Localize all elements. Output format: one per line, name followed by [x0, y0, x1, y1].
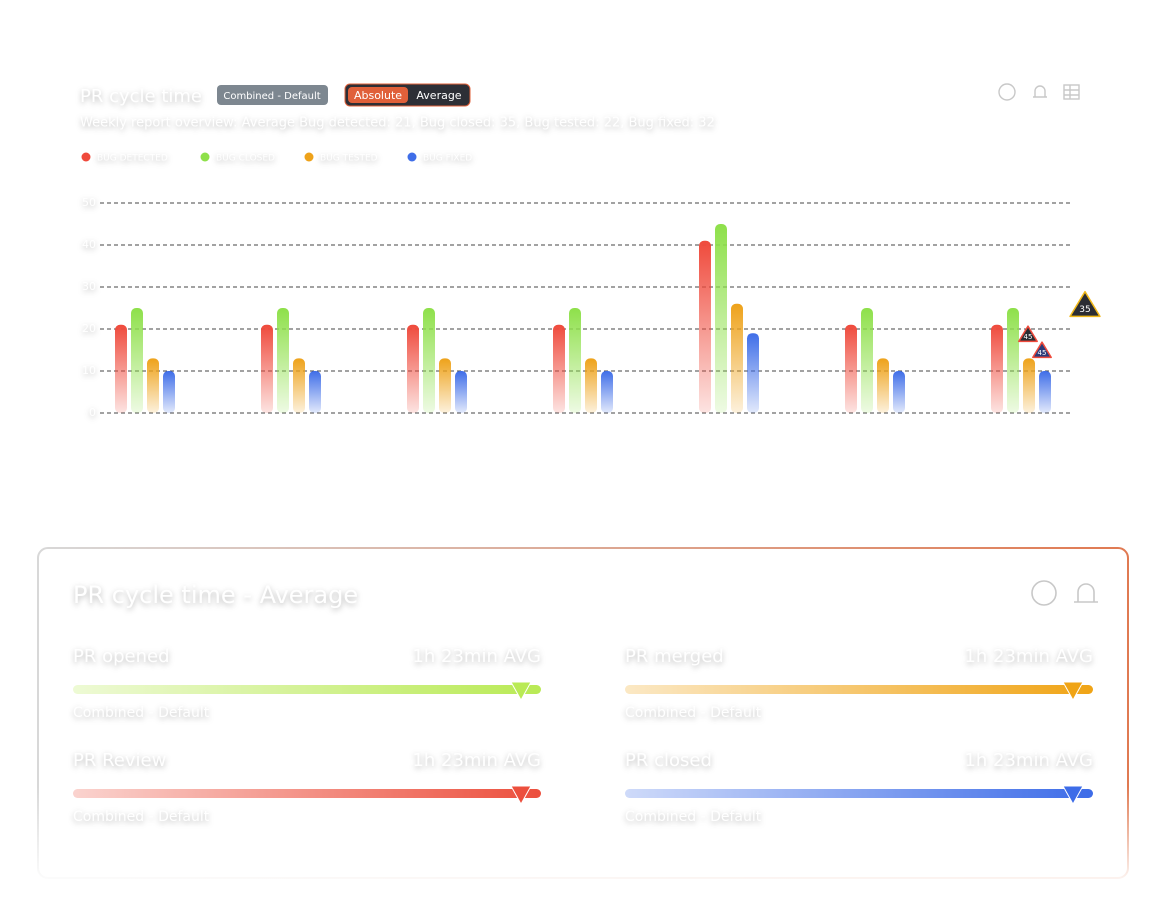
bar [699, 240, 711, 413]
metric-value: 1h 23min AVG [964, 646, 1093, 667]
y-tick-label: 30 [82, 280, 96, 293]
bar [293, 358, 305, 413]
metric-filter: Combined - Default [73, 809, 210, 825]
metric-name: PR closed [625, 750, 712, 771]
annotation-label: 45 [1024, 333, 1033, 341]
legend-swatch [304, 152, 314, 162]
slider-handle[interactable] [1062, 785, 1084, 806]
bar [731, 303, 743, 413]
bar [277, 308, 289, 413]
metric-value: 1h 23min AVG [412, 750, 541, 771]
legend-swatch [407, 152, 417, 162]
slider-track [73, 789, 541, 798]
annotation-badge [1032, 341, 1052, 359]
legend-label: BUG FIXED [423, 154, 472, 164]
legend-label: BUG CLOSED [216, 154, 275, 164]
metric-filter: Combined - Default [625, 809, 762, 825]
subtitle: Weekly report overview: Average Bug dete… [80, 116, 715, 131]
bar [715, 224, 727, 413]
bar [439, 358, 451, 413]
annotation-label: 35 [1079, 305, 1090, 315]
bar [845, 324, 857, 413]
toggle-option: Absolute [354, 89, 402, 102]
legend-swatch [81, 152, 91, 162]
table-icon[interactable] [1063, 84, 1080, 100]
bar [877, 358, 889, 413]
bell-icon[interactable] [1033, 85, 1047, 98]
bar [423, 308, 435, 413]
annotation-badge [1018, 325, 1038, 343]
annotation-badge [1069, 290, 1101, 318]
metric-filter: Combined - Default [73, 705, 210, 721]
legend-label: BUG DETECTED [97, 154, 168, 164]
slider-handle[interactable] [510, 785, 532, 806]
bar [553, 324, 565, 413]
metric-filter: Combined - Default [625, 705, 762, 721]
metric-value: 1h 23min AVG [412, 646, 541, 667]
bell-icon[interactable] [1074, 583, 1098, 603]
filter-label: Combined - Default [223, 91, 320, 102]
bar [147, 358, 159, 413]
toggle-option[interactable]: Average [416, 89, 461, 102]
info-icon[interactable] [1031, 580, 1057, 606]
filter-button[interactable] [217, 85, 328, 105]
slider-track [625, 685, 1093, 694]
bar [455, 371, 467, 413]
bar [569, 308, 581, 413]
metric-name: PR merged [625, 646, 724, 667]
bar [261, 324, 273, 413]
legend-label: BUG TESTED [320, 154, 378, 164]
metric-value: 1h 23min AVG [964, 750, 1093, 771]
bar [115, 324, 127, 413]
slider-handle[interactable] [1062, 681, 1084, 702]
bar [1039, 371, 1051, 413]
slider-track [625, 789, 1093, 798]
bar [309, 371, 321, 413]
bar [861, 308, 873, 413]
y-tick-label: 50 [82, 196, 96, 209]
info-icon[interactable] [998, 83, 1016, 101]
y-tick-label: 40 [82, 238, 96, 251]
toggle-active[interactable] [348, 87, 408, 103]
bar [893, 371, 905, 413]
bar [601, 371, 613, 413]
chart-title: PR cycle time [80, 86, 202, 107]
y-tick-label: 0 [89, 406, 96, 419]
bar [131, 308, 143, 413]
bar [991, 324, 1003, 413]
bar [1007, 308, 1019, 413]
annotation-label: 45 [1038, 349, 1047, 357]
legend-swatch [200, 152, 210, 162]
card-title: PR cycle time - Average [73, 581, 358, 609]
bar [585, 358, 597, 413]
y-tick-label: 10 [82, 364, 96, 377]
bar [747, 333, 759, 413]
slider-handle[interactable] [510, 681, 532, 702]
bar [163, 371, 175, 413]
slider-track [73, 685, 541, 694]
card-fade [30, 548, 1140, 888]
bar [407, 324, 419, 413]
metric-name: PR Review [73, 750, 166, 771]
metric-name: PR opened [73, 646, 170, 667]
bar [1023, 358, 1035, 413]
y-tick-label: 20 [82, 322, 96, 335]
